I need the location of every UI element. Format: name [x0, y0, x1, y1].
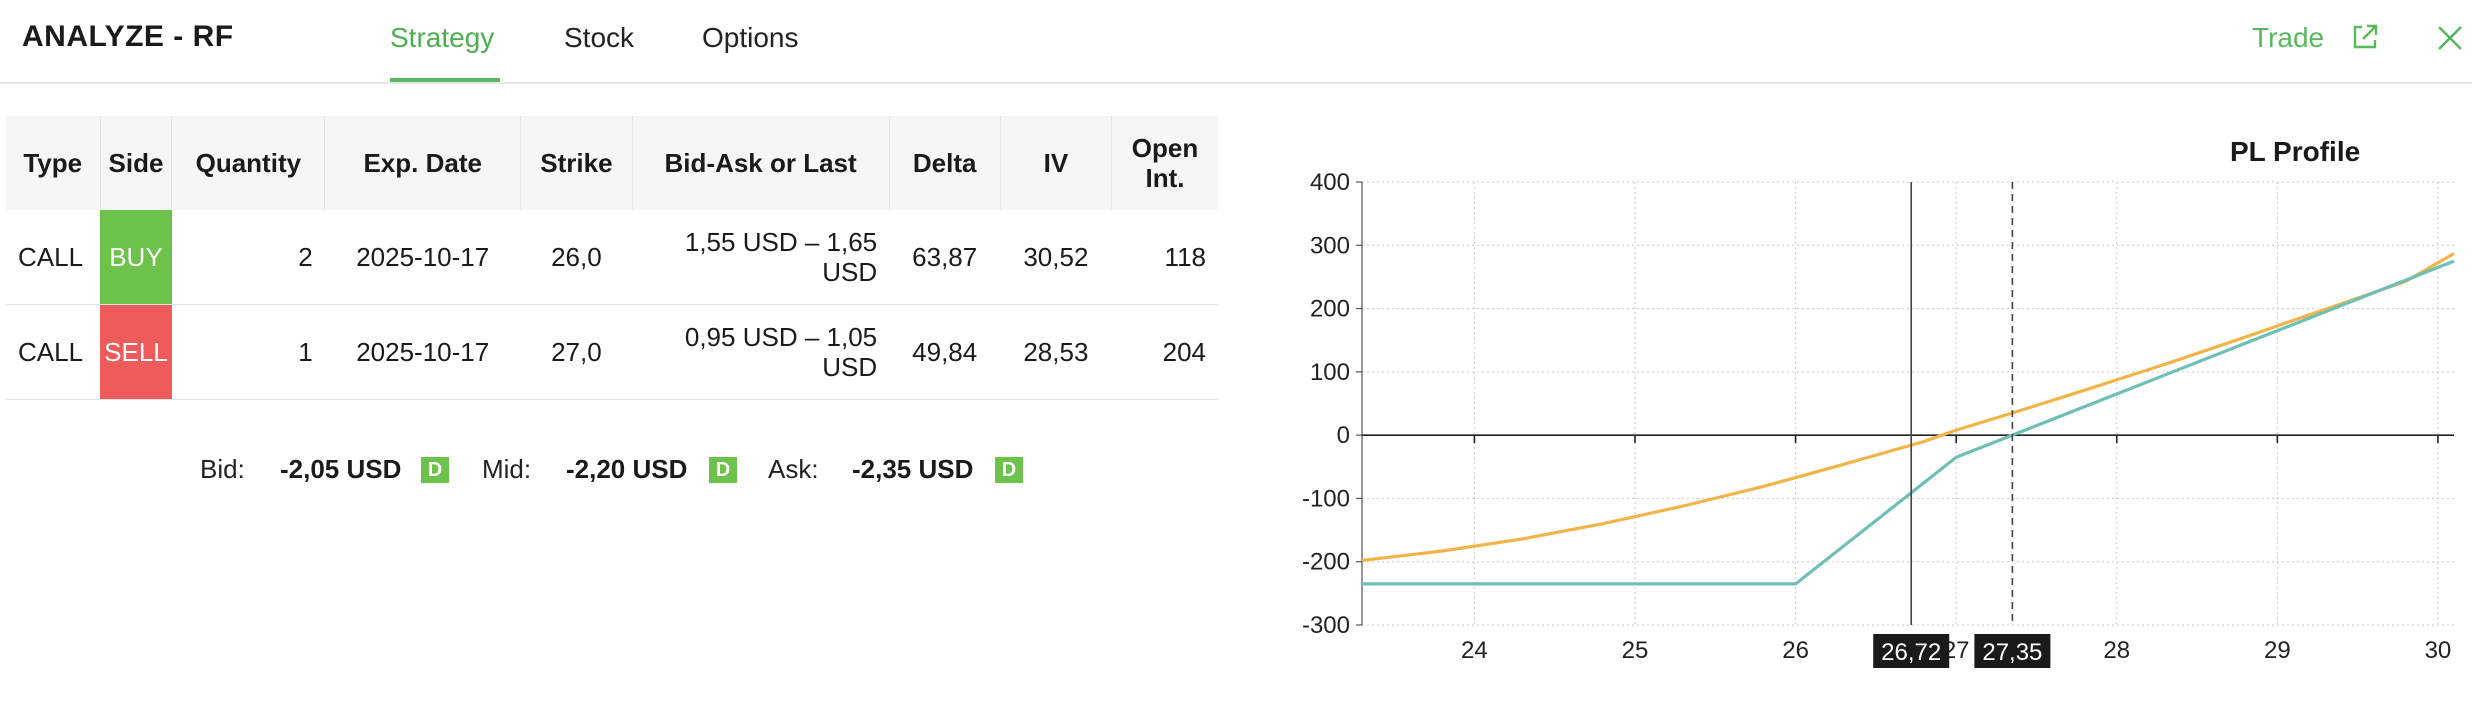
external-link-icon[interactable] [2350, 22, 2380, 52]
pl-today-line [1361, 252, 2455, 562]
ask-label: Ask: [768, 454, 819, 484]
column-header: Quantity [171, 116, 326, 210]
page-title: ANALYZE - RF [22, 20, 234, 53]
y-tick-label: 100 [1310, 359, 1350, 386]
trade-button[interactable]: Trade [2252, 22, 2325, 53]
x-tick-label: 26 [1782, 637, 1809, 664]
close-icon[interactable] [2436, 24, 2464, 52]
side-sell-cell[interactable]: SELL [100, 304, 172, 400]
leg-type: CALL [6, 304, 100, 400]
bid-value: -2,05 USD [280, 454, 402, 484]
y-tick-label: 300 [1310, 232, 1350, 259]
x-tick-label: 25 [1622, 637, 1649, 664]
column-header: Type [6, 116, 101, 210]
bid-label: Bid: [200, 454, 245, 484]
column-header: Exp. Date [324, 116, 522, 210]
tab-options[interactable]: Options [702, 22, 799, 53]
x-tick-label: 24 [1461, 637, 1488, 664]
table-row[interactable]: CALL BUY 2 2025-10-17 26,0 1,55 USD – 1,… [6, 210, 1218, 305]
column-header: Open Int. [1111, 116, 1218, 210]
column-header: Bid-Ask or Last [632, 116, 890, 210]
marker-label-bg [1974, 634, 2051, 668]
legs-table: Type Side Quantity Exp. Date Strike Bid-… [6, 116, 1218, 400]
table-row[interactable]: CALL SELL 1 2025-10-17 27,0 0,95 USD – 1… [6, 304, 1218, 400]
column-header: Side [100, 116, 173, 210]
marker-label: 26,72 [1881, 639, 1941, 666]
x-tick-label: 29 [2264, 637, 2291, 664]
leg-type: CALL [6, 210, 100, 305]
delayed-badge: D [421, 457, 449, 483]
marker-label-bg [1873, 634, 1950, 668]
chart-title: PL Profile [2230, 136, 2361, 167]
x-tick-label: 30 [2425, 637, 2452, 664]
side-buy-cell[interactable]: BUY [100, 210, 172, 305]
leg-exp-date[interactable]: 2025-10-17 [324, 210, 521, 305]
y-tick-label: -100 [1302, 485, 1350, 512]
leg-delta: 63,87 [889, 210, 1001, 305]
leg-delta: 49,84 [889, 304, 1001, 400]
pl-expiry-line [1362, 259, 2455, 586]
column-header: IV [1000, 116, 1113, 210]
leg-strike[interactable]: 26,0 [520, 210, 633, 305]
leg-quantity[interactable]: 2 [171, 210, 325, 305]
leg-bid-ask: 0,95 USD – 1,05 USD [632, 304, 890, 400]
delayed-badge: D [709, 457, 737, 483]
ask-value: -2,35 USD [852, 454, 974, 484]
leg-iv: 30,52 [1000, 210, 1112, 305]
column-header: Strike [520, 116, 633, 210]
leg-open-int: 204 [1111, 304, 1218, 400]
leg-exp-date[interactable]: 2025-10-17 [324, 304, 521, 400]
y-tick-label: 0 [1337, 422, 1350, 449]
mid-label: Mid: [482, 454, 532, 484]
leg-strike[interactable]: 27,0 [520, 304, 633, 400]
delayed-badge: D [995, 457, 1023, 483]
y-tick-label: -300 [1302, 612, 1350, 639]
active-tab-indicator [390, 78, 500, 82]
quote-summary: Bid: -2,05 USD D Mid: -2,20 USD D Ask: -… [0, 454, 1220, 488]
tab-stock[interactable]: Stock [564, 22, 635, 53]
mid-value: -2,20 USD [566, 454, 688, 484]
leg-open-int: 118 [1111, 210, 1218, 305]
leg-bid-ask: 1,55 USD – 1,65 USD [632, 210, 890, 305]
column-header: Delta [889, 116, 1001, 210]
y-tick-label: -200 [1302, 549, 1350, 576]
marker-label: 27,35 [1982, 639, 2042, 666]
header-bar: ANALYZE - RF Strategy Stock Options Trad… [0, 0, 2472, 84]
leg-iv: 28,53 [1000, 304, 1112, 400]
x-tick-label: 28 [2103, 637, 2130, 664]
tab-strategy[interactable]: Strategy [390, 22, 495, 53]
y-tick-label: 400 [1310, 169, 1350, 196]
leg-quantity[interactable]: 1 [171, 304, 325, 400]
table-header-row: Type Side Quantity Exp. Date Strike Bid-… [6, 116, 1218, 210]
y-tick-label: 200 [1310, 296, 1350, 323]
